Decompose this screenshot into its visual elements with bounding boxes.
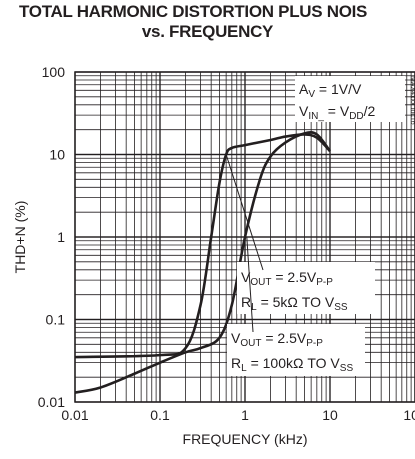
conditions-box xyxy=(295,76,405,122)
figure-code: MAX4xxx toc16 xyxy=(409,76,415,125)
y-tick-label: 100 xyxy=(42,64,66,80)
series-2-label-box xyxy=(227,324,365,376)
y-tick-label: 10 xyxy=(49,147,65,163)
y-tick-labels: 100 10 1 0.1 0.01 xyxy=(38,64,65,410)
series-1-label-box xyxy=(237,262,375,314)
condition-gain: AV = 1V/V xyxy=(299,81,362,100)
y-tick-label: 1 xyxy=(57,229,65,245)
chart-title-line1: TOTAL HARMONIC DISTORTION PLUS NOIS xyxy=(19,2,368,21)
series-2-leader-line xyxy=(246,236,254,333)
series-lines xyxy=(74,131,332,394)
series-1-label-rl: RL = 5kΩ TO VSS xyxy=(241,294,348,313)
chart-title-line2: vs. FREQUENCY xyxy=(141,22,274,41)
x-tick-label: 1 xyxy=(241,407,249,423)
series-1-label-vout: VOUT = 2.5VP-P xyxy=(241,269,333,288)
x-tick-labels: 0.01 0.1 1 10 100 xyxy=(61,407,415,423)
x-axis-label: FREQUENCY (kHz) xyxy=(183,431,308,447)
x-tick-label: 0.1 xyxy=(150,407,170,423)
x-tick-label: 0.01 xyxy=(61,407,88,423)
annotations: AV = 1V/V VIN_ = VDD/2 MAX4xxx toc16 VOUT =… xyxy=(225,76,415,376)
plot-frame xyxy=(74,71,415,403)
series-1-line xyxy=(74,133,331,359)
y-tick-label: 0.1 xyxy=(46,312,66,328)
y-axis-label: THD+N (%) xyxy=(12,201,28,274)
series-2-label-rl: RL = 100kΩ TO VSS xyxy=(231,355,353,374)
y-tick-label: 0.01 xyxy=(38,394,65,410)
condition-vin: VIN_ = VDD/2 xyxy=(299,103,376,122)
series-1-leader-line xyxy=(225,154,264,271)
x-tick-label: 10 xyxy=(322,407,338,423)
series-2-label-vout: VOUT = 2.5VP-P xyxy=(231,330,323,349)
series-2-line xyxy=(74,131,332,394)
x-tick-label: 100 xyxy=(403,407,415,423)
